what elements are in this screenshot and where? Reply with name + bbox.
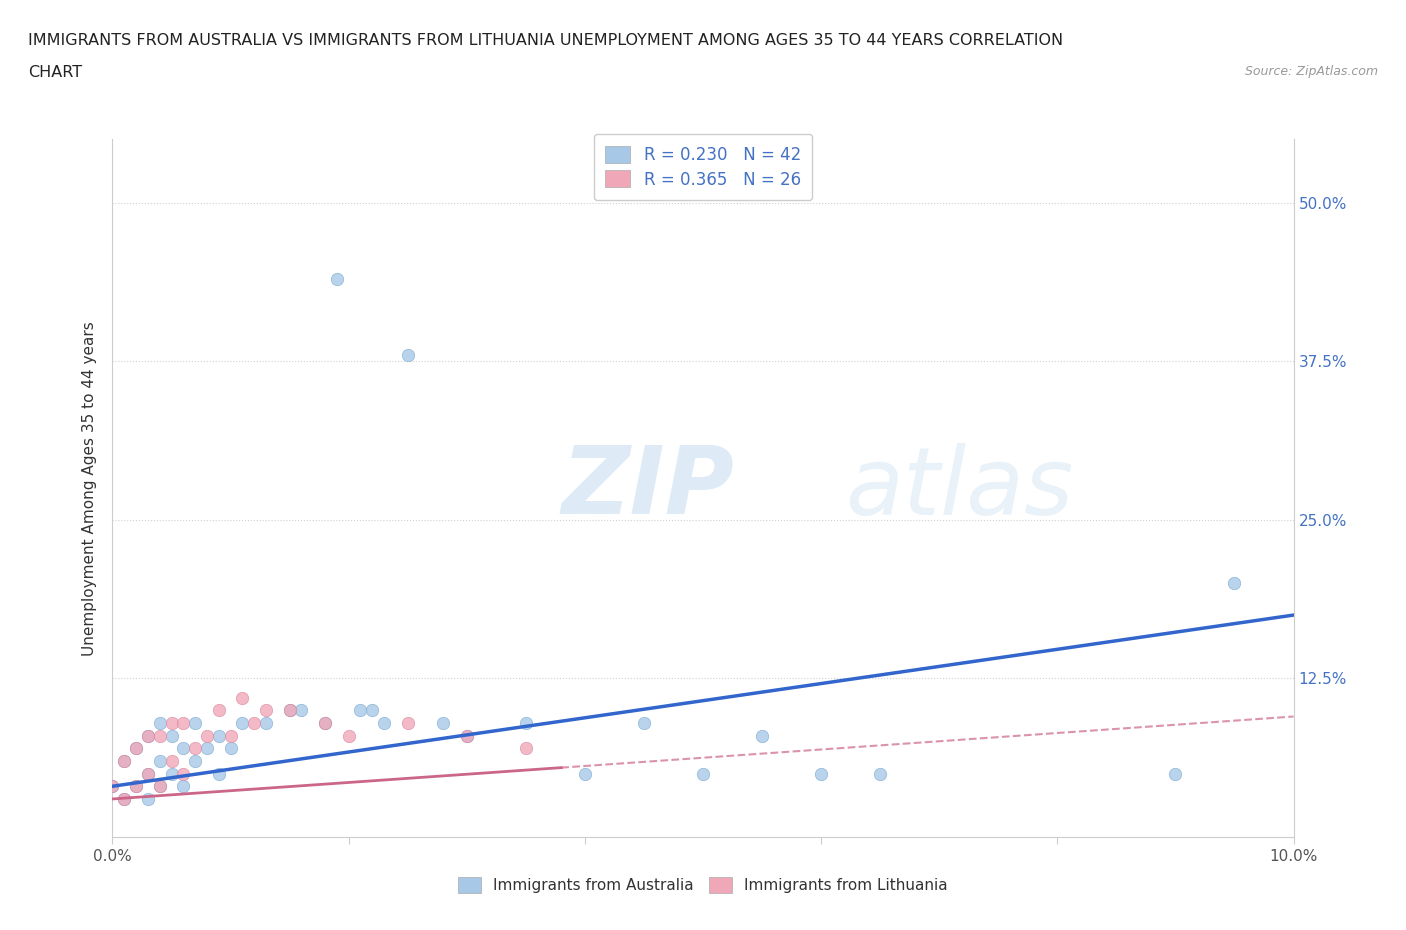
Point [149,778,172,793]
Point [136,766,159,781]
Point [125,778,148,793]
Point [160,715,183,730]
Point [692,766,714,781]
Point [101,778,124,793]
Point [231,715,253,730]
Point [160,766,183,781]
Text: atlas: atlas [845,443,1073,534]
Point [208,703,231,718]
Point [254,703,277,718]
Point [172,741,194,756]
Point [254,715,277,730]
Point [432,715,454,730]
Point [172,766,194,781]
Point [160,753,183,768]
Point [515,741,537,756]
Point [136,728,159,743]
Point [1223,576,1246,591]
Point [149,778,172,793]
Point [101,778,124,793]
Point [219,728,242,743]
Text: CHART: CHART [28,65,82,80]
Point [125,778,148,793]
Point [326,272,349,286]
Point [314,715,336,730]
Point [633,715,655,730]
Point [112,753,135,768]
Point [172,778,194,793]
Point [112,791,135,806]
Point [751,728,773,743]
Point [149,753,172,768]
Point [361,703,384,718]
Text: ZIP: ZIP [561,443,734,534]
Point [160,728,183,743]
Point [337,728,360,743]
Point [574,766,596,781]
Point [112,791,135,806]
Point [125,741,148,756]
Point [184,741,207,756]
Point [314,715,336,730]
Point [149,715,172,730]
Point [278,703,301,718]
Point [184,753,207,768]
Point [184,715,207,730]
Point [125,741,148,756]
Point [456,728,478,743]
Point [231,690,253,705]
Point [456,728,478,743]
Point [810,766,832,781]
Point [396,715,419,730]
Point [136,728,159,743]
Legend: Immigrants from Australia, Immigrants from Lithuania: Immigrants from Australia, Immigrants fr… [451,870,955,899]
Point [136,791,159,806]
Point [243,715,266,730]
Point [278,703,301,718]
Text: IMMIGRANTS FROM AUSTRALIA VS IMMIGRANTS FROM LITHUANIA UNEMPLOYMENT AMONG AGES 3: IMMIGRANTS FROM AUSTRALIA VS IMMIGRANTS … [28,33,1063,47]
Point [149,728,172,743]
Point [208,728,231,743]
Point [373,715,395,730]
Point [515,715,537,730]
Point [195,741,218,756]
Point [869,766,891,781]
Text: Source: ZipAtlas.com: Source: ZipAtlas.com [1244,65,1378,78]
Point [136,766,159,781]
Point [290,703,312,718]
Point [208,766,231,781]
Point [396,348,419,363]
Point [349,703,371,718]
Point [195,728,218,743]
Point [172,715,194,730]
Point [219,741,242,756]
Point [112,753,135,768]
Y-axis label: Unemployment Among Ages 35 to 44 years: Unemployment Among Ages 35 to 44 years [82,321,97,656]
Point [1164,766,1187,781]
